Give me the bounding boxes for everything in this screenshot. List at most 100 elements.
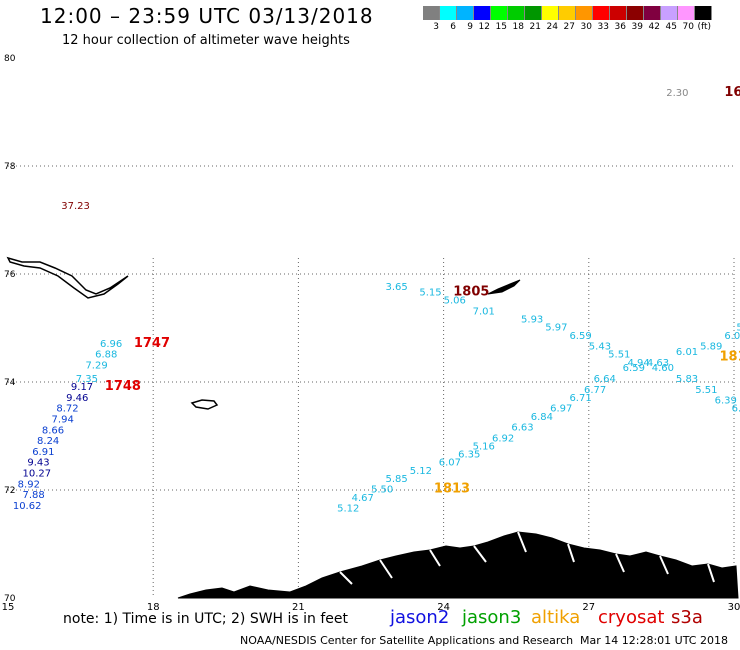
color-scale-cell: [457, 6, 474, 20]
color-scale-label: 36: [614, 22, 626, 32]
color-scale-cell: [593, 6, 610, 20]
wave-height-value: 5.: [736, 323, 740, 334]
color-scale-cell: [423, 6, 440, 20]
color-scale-cell: [644, 6, 661, 20]
color-scale-label: 15: [495, 22, 507, 32]
coastline-bear-island: [190, 399, 219, 410]
color-scale-label: 30: [580, 22, 592, 32]
wave-height-value: 5.12: [337, 504, 359, 515]
wave-height-value: 5.15: [419, 288, 441, 299]
pass-time-labels: 1625 1805 1747 1748 1813 181: [105, 85, 740, 497]
wave-height-value: 6.07: [439, 458, 461, 469]
wave-height-value: 7.88: [23, 490, 45, 501]
pass-time-label: 1625: [724, 85, 740, 100]
color-scale-cell: [695, 6, 712, 20]
wave-height-value: 8.72: [56, 404, 78, 415]
coastline-svalbard: [6, 256, 129, 299]
wave-height-value: 6.64: [594, 374, 616, 385]
wave-height-value: 6.59: [623, 363, 645, 374]
coastline-norway: [177, 531, 739, 599]
color-scale-label: 9: [467, 22, 473, 32]
color-scale-label: 70: [682, 22, 694, 32]
color-scale-cell: [491, 6, 508, 20]
wave-height-value: 5.43: [589, 342, 611, 353]
wave-height-value: 6.71: [569, 393, 591, 404]
color-scale-label: 42: [648, 22, 660, 32]
color-scale-label: 39: [631, 22, 643, 32]
coastline: [6, 256, 739, 599]
color-scale-label: 3: [433, 22, 439, 32]
pass-time-label: 181: [719, 349, 740, 364]
wave-height-value: 6.01: [676, 347, 698, 358]
color-scale-legend: 3 6 9 12 15 18 21 24 27 30 33 36 39 42 45 70 (ft): [423, 6, 712, 32]
wave-height-value: 5.83: [676, 374, 698, 385]
wave-height-value: 6.77: [584, 385, 606, 396]
color-scale-labels: 3 6 9 12 15 18 21 24 27 30 33 36 39 42 45 70 (ft): [423, 22, 712, 32]
satellite-legend-jason3: jason3: [462, 607, 522, 628]
wave-height-value: 5.50: [371, 485, 393, 496]
wave-height-value: 5.89: [700, 342, 722, 353]
color-scale-cell: [678, 6, 695, 20]
color-scale-cell: [542, 6, 559, 20]
wave-height-value: 5.51: [695, 385, 717, 396]
coastline-fjords: [339, 531, 715, 585]
wave-height-value: 5.97: [545, 323, 567, 334]
lat-tick-label: 76: [4, 270, 16, 280]
wave-height-value: 5.93: [521, 315, 543, 326]
wave-height-value: 7.35: [76, 374, 98, 385]
wave-height-value: 6.91: [32, 447, 54, 458]
satellite-legend-jason2: jason2: [390, 607, 450, 628]
lon-tick-label: 15: [2, 602, 15, 613]
color-scale-cell: [525, 6, 542, 20]
wave-height-value: 5.85: [386, 474, 408, 485]
wave-height-value: 6.09: [724, 331, 740, 342]
lat-tick-label: 70: [4, 594, 16, 604]
lat-tick-label: 80: [4, 54, 16, 64]
wave-height-value: 6.84: [531, 412, 553, 423]
color-scale-label: 21: [529, 22, 541, 32]
color-scale-label: 27: [563, 22, 575, 32]
lat-tick-label: 72: [4, 486, 15, 496]
wave-height-value: 9.43: [27, 458, 49, 469]
wave-height-value: 4.94: [628, 358, 650, 369]
color-scale-cell: [576, 6, 593, 20]
wave-height-value: 6.63: [511, 423, 533, 434]
wave-height-value: 6.59: [569, 331, 591, 342]
wave-height-value: 6.35: [458, 450, 480, 461]
satellite-legend-cryosat: cryosat: [598, 607, 665, 628]
color-scale-label: (ft): [697, 22, 711, 32]
wave-height-value: 3.65: [386, 282, 408, 293]
color-scale-cell: [474, 6, 491, 20]
color-scale-label: 33: [597, 22, 609, 32]
page-subtitle: 12 hour collection of altimeter wave hei…: [62, 33, 350, 48]
footer-credit: NOAA/NESDIS Center for Satellite Applica…: [240, 634, 574, 647]
wave-height-value: 10.27: [23, 469, 52, 480]
color-scale-cell: [508, 6, 525, 20]
lat-lon-grid: [8, 165, 735, 598]
wave-height-value: 8.24: [37, 436, 59, 447]
wave-height-value: 6.88: [95, 350, 117, 361]
lon-tick-label: 21: [292, 602, 305, 613]
wave-height-value: 6.92: [492, 433, 514, 444]
footer-note: note: 1) Time is in UTC; 2) SWH is in fe…: [63, 611, 349, 627]
coastline-kong-karls-land: [487, 279, 521, 295]
lon-tick-label: 30: [728, 602, 740, 613]
wave-height-value: 5.51: [608, 350, 630, 361]
color-scale-label: 45: [665, 22, 677, 32]
color-scale-label: 18: [512, 22, 524, 32]
page-title: 12:00 – 23:59 UTC 03/13/2018: [40, 4, 374, 28]
wave-height-value: 8.92: [18, 479, 40, 490]
wave-height-value: 5.12: [410, 466, 432, 477]
wave-height-value: 5.16: [473, 442, 495, 453]
wave-height-value: 2.30: [666, 88, 688, 99]
pass-time-label: 1748: [105, 379, 141, 394]
wave-height-value: 5.06: [444, 296, 466, 307]
color-scale-label: 24: [546, 22, 558, 32]
wave-height-value: 8.66: [42, 425, 64, 436]
color-scale-label: 6: [450, 22, 456, 32]
wave-height-value: 4.67: [352, 493, 374, 504]
wave-height-value: 6.0: [732, 404, 740, 415]
wave-height-value: 9.46: [66, 393, 88, 404]
color-scale-cell: [440, 6, 457, 20]
